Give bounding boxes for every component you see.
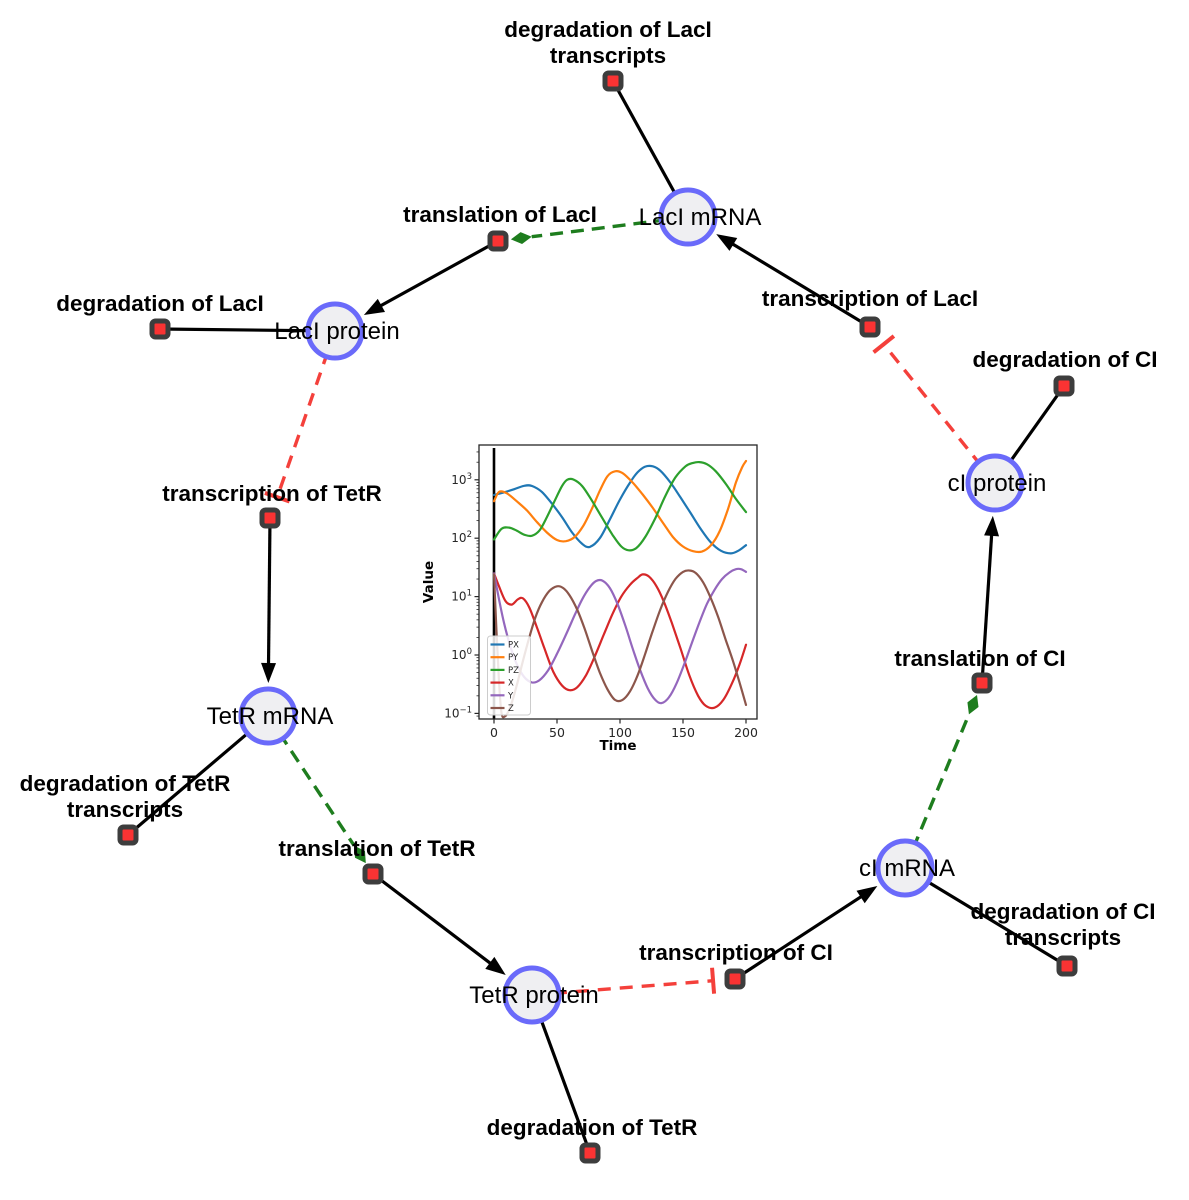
species-label-tetr-mrna: TetR mRNA (207, 703, 334, 730)
edge-laci-protein-to-transcription-tetr-tbar-icon (264, 491, 291, 504)
reaction-label-deg-tetr: degradation of TetR (487, 1115, 698, 1140)
reaction-label-deg-tetr-transcripts: degradation of TetR (20, 771, 231, 796)
edge-ci-protein-to-transcription-laci (882, 343, 997, 485)
reaction-node-deg-ci-transcripts[interactable] (1056, 955, 1078, 977)
species-label-ci-protein: cI protein (948, 470, 1047, 497)
species-node-laci-mrna[interactable] (658, 187, 718, 247)
legend-label-PX: PX (508, 641, 519, 651)
species-node-laci-protein[interactable] (305, 301, 365, 361)
reaction-node-translation-laci[interactable] (487, 230, 509, 252)
legend-label-PZ: PZ (508, 666, 519, 676)
reaction-node-transcription-ci[interactable] (724, 968, 746, 990)
x-tick-label: 0 (490, 725, 498, 740)
reaction-label-transcription-tetr: transcription of TetR (162, 481, 382, 506)
reaction-label-deg-laci: degradation of LacI (56, 291, 264, 316)
reaction-node-transcription-tetr[interactable] (259, 507, 281, 529)
reaction-label-transcription-ci: transcription of CI (639, 940, 833, 965)
edge-translation-laci-to-laci-protein (377, 239, 499, 309)
edge-transcription-tetr-to-tetr-mrna (266, 517, 272, 668)
species-node-tetr-mrna[interactable] (238, 686, 298, 746)
y-tick-label: 10−1 (444, 705, 472, 720)
edge-transcription-ci-to-ci-mrna-arrowhead (856, 886, 878, 904)
x-tick-label: 200 (734, 725, 758, 740)
species-node-ci-protein[interactable] (965, 453, 1025, 513)
series-line-Y (492, 567, 748, 705)
edge-ci-protein-to-transcription-laci-tbar-icon (872, 334, 896, 354)
y-tick-label: 102 (451, 530, 472, 545)
y-axis-label: Value (421, 561, 437, 603)
series-line-PX (492, 464, 748, 555)
edge-transcription-ci-to-ci-mrna (734, 893, 865, 981)
edge-tetr-mrna-to-deg-tetr-transcripts (126, 714, 270, 837)
inset-chart: 10−1 100 101 102 103 0 50 100 150 200 Time Value PX P… (421, 444, 758, 754)
series-line-PY (492, 459, 748, 554)
reaction-label-deg-ci: degradation of CI (973, 347, 1158, 372)
nodes-layer (117, 70, 1078, 1164)
edge-ci-mrna-to-translation-ci-arrowhead (967, 695, 979, 715)
labels-layer: LacI mRNA LacI protein TetR mRNA TetR prote… (20, 17, 1158, 1140)
reaction-node-deg-laci[interactable] (149, 318, 171, 340)
reaction-label-deg-ci-transcripts: degradation of CI (971, 899, 1156, 924)
series-line-PZ (492, 460, 748, 552)
reaction-node-translation-ci[interactable] (971, 672, 993, 694)
reaction-node-deg-tetr[interactable] (579, 1142, 601, 1164)
reaction-node-deg-tetr-transcripts[interactable] (117, 824, 139, 846)
legend-label-Y: Y (507, 691, 514, 701)
reaction-label-deg-tetr-transcripts: transcripts (67, 797, 183, 822)
reaction-label-translation-laci: translation of LacI (403, 202, 597, 227)
legend-label-X: X (508, 679, 514, 689)
edge-ci-mrna-to-deg-ci-transcripts (904, 866, 1068, 968)
edge-transcription-laci-to-laci-mrna-arrowhead (716, 234, 738, 251)
edge-tetr-mrna-to-translation-tetr-arrowhead (354, 845, 366, 864)
y-tick-label: 101 (451, 589, 472, 604)
species-label-laci-protein: LacI protein (274, 318, 399, 345)
x-tick-label: 50 (549, 725, 565, 740)
reaction-label-deg-laci-transcripts: degradation of LacI (504, 17, 712, 42)
reaction-label-transcription-laci: transcription of LacI (762, 286, 978, 311)
reaction-label-translation-tetr: translation of TetR (278, 836, 475, 861)
reaction-label-deg-ci-transcripts: transcripts (1005, 925, 1121, 950)
species-node-ci-mrna[interactable] (875, 838, 935, 898)
reaction-node-deg-laci-transcripts[interactable] (602, 70, 624, 92)
species-node-tetr-protein[interactable] (502, 965, 562, 1025)
legend-label-Z: Z (508, 704, 514, 714)
edge-translation-tetr-to-tetr-protein-arrowhead (485, 956, 506, 976)
edge-translation-ci-to-ci-protein-arrowhead (984, 515, 1000, 537)
chart-frame (478, 444, 758, 720)
edge-translation-ci-to-ci-protein (980, 531, 994, 684)
legend-label-PY: PY (508, 653, 519, 663)
reaction-node-transcription-laci[interactable] (859, 316, 881, 338)
y-tick-label: 103 (451, 472, 472, 487)
edge-translation-laci-to-laci-protein-arrowhead (363, 298, 386, 316)
edge-tetr-protein-to-transcription-ci (531, 979, 714, 997)
species-label-tetr-protein: TetR protein (469, 982, 598, 1009)
reaction-node-translation-tetr[interactable] (362, 863, 384, 885)
x-tick-label: 100 (608, 725, 632, 740)
reaction-label-translation-ci: translation of CI (894, 646, 1065, 671)
x-tick-label: 150 (671, 725, 695, 740)
y-tick-label: 100 (451, 647, 472, 662)
edge-tetr-protein-to-transcription-ci-tbar-icon (710, 967, 717, 994)
edge-transcription-tetr-to-tetr-mrna-arrowhead (261, 662, 277, 684)
edge-transcription-laci-to-laci-mrna (729, 240, 871, 329)
edge-translation-tetr-to-tetr-protein (372, 872, 494, 967)
reaction-label-deg-laci-transcripts: transcripts (550, 43, 666, 68)
species-label-ci-mrna: cI mRNA (859, 855, 955, 882)
reaction-node-deg-ci[interactable] (1053, 375, 1075, 397)
species-label-laci-mrna: LacI mRNA (639, 204, 762, 231)
edge-laci-mrna-to-translation-laci-arrowhead (510, 232, 532, 245)
x-axis-label: Time (599, 738, 636, 754)
